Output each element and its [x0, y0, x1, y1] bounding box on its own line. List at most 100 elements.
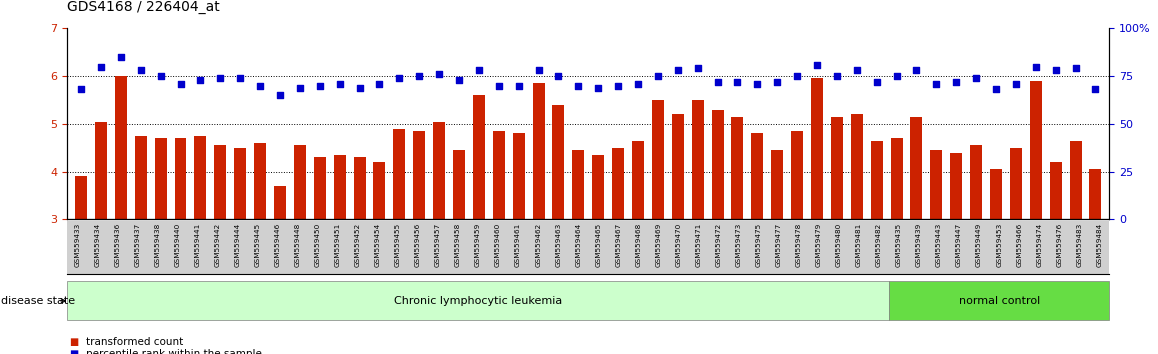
Point	[569, 83, 587, 88]
Bar	[652, 100, 664, 219]
Bar	[1010, 148, 1021, 219]
Text: GSM559443: GSM559443	[936, 223, 941, 267]
Point	[132, 68, 151, 73]
Text: GSM559435: GSM559435	[896, 223, 902, 267]
Bar	[394, 129, 405, 219]
Bar	[951, 153, 962, 219]
Text: GSM559453: GSM559453	[996, 223, 1002, 267]
Bar	[115, 76, 127, 219]
Bar	[533, 83, 544, 219]
Text: GSM559474: GSM559474	[1036, 223, 1042, 267]
Bar	[413, 131, 425, 219]
Point	[768, 79, 786, 85]
Point	[390, 75, 409, 81]
Bar	[254, 143, 266, 219]
Bar	[274, 186, 286, 219]
Point	[1086, 87, 1105, 92]
Bar	[353, 157, 366, 219]
Text: GSM559480: GSM559480	[836, 223, 842, 267]
Text: GSM559467: GSM559467	[615, 223, 622, 267]
Text: GSM559469: GSM559469	[655, 223, 661, 267]
Bar	[791, 131, 802, 219]
Text: GSM559478: GSM559478	[796, 223, 801, 267]
Bar	[632, 141, 644, 219]
Bar	[472, 95, 485, 219]
Text: GSM559468: GSM559468	[636, 223, 642, 267]
Text: GSM559483: GSM559483	[1076, 223, 1083, 267]
Text: GSM559433: GSM559433	[74, 223, 80, 267]
Point	[310, 83, 329, 88]
Text: GSM559484: GSM559484	[1097, 223, 1102, 267]
Point	[490, 83, 508, 88]
Bar	[672, 114, 683, 219]
Text: GSM559465: GSM559465	[595, 223, 601, 267]
Text: GSM559464: GSM559464	[576, 223, 581, 267]
Point	[728, 79, 747, 85]
Bar	[453, 150, 466, 219]
Text: GSM559477: GSM559477	[776, 223, 782, 267]
Bar	[1049, 162, 1062, 219]
Text: GSM559438: GSM559438	[154, 223, 160, 267]
Text: GSM559462: GSM559462	[535, 223, 541, 267]
Point	[867, 79, 886, 85]
Point	[828, 73, 846, 79]
Bar	[752, 133, 763, 219]
Text: GSM559440: GSM559440	[175, 223, 181, 267]
Point	[230, 75, 249, 81]
Text: GSM559442: GSM559442	[214, 223, 220, 267]
Text: GSM559463: GSM559463	[555, 223, 562, 267]
Bar	[851, 114, 863, 219]
Bar	[195, 136, 206, 219]
Text: GSM559448: GSM559448	[294, 223, 301, 267]
Bar	[433, 121, 445, 219]
Point	[887, 73, 906, 79]
Text: GSM559460: GSM559460	[496, 223, 501, 267]
Text: GSM559459: GSM559459	[475, 223, 481, 267]
Bar	[691, 100, 704, 219]
Text: transformed count: transformed count	[86, 337, 183, 347]
Point	[1067, 65, 1085, 71]
Text: GSM559445: GSM559445	[255, 223, 261, 267]
Point	[709, 79, 727, 85]
Point	[967, 75, 985, 81]
Point	[111, 54, 130, 60]
Point	[1006, 81, 1025, 87]
Bar	[334, 155, 345, 219]
Point	[987, 87, 1005, 92]
Point	[609, 83, 628, 88]
Text: GSM559446: GSM559446	[274, 223, 280, 267]
Text: GSM559449: GSM559449	[976, 223, 982, 267]
Bar	[374, 162, 386, 219]
Text: disease state: disease state	[1, 296, 75, 306]
Bar	[811, 79, 823, 219]
Text: normal control: normal control	[959, 296, 1040, 306]
Text: ■: ■	[69, 349, 79, 354]
Point	[271, 92, 290, 98]
Bar	[175, 138, 186, 219]
Bar	[493, 131, 505, 219]
Text: GSM559436: GSM559436	[115, 223, 120, 267]
Point	[330, 81, 349, 87]
Text: GSM559458: GSM559458	[455, 223, 461, 267]
Text: GSM559472: GSM559472	[716, 223, 721, 267]
Bar	[732, 117, 743, 219]
Bar	[711, 110, 724, 219]
Bar	[294, 145, 306, 219]
Bar	[234, 148, 247, 219]
Text: GSM559476: GSM559476	[1056, 223, 1062, 267]
Point	[449, 77, 468, 83]
Bar	[1029, 81, 1042, 219]
Text: GSM559454: GSM559454	[375, 223, 381, 267]
Text: percentile rank within the sample: percentile rank within the sample	[86, 349, 262, 354]
Point	[529, 68, 548, 73]
Text: GSM559451: GSM559451	[335, 223, 340, 267]
Text: GSM559482: GSM559482	[875, 223, 882, 267]
Bar	[871, 141, 882, 219]
Point	[907, 68, 925, 73]
Text: GSM559441: GSM559441	[195, 223, 200, 267]
Bar	[831, 117, 843, 219]
Bar	[891, 138, 902, 219]
Text: GSM559450: GSM559450	[315, 223, 321, 267]
Text: GSM559437: GSM559437	[134, 223, 140, 267]
Bar	[155, 138, 167, 219]
